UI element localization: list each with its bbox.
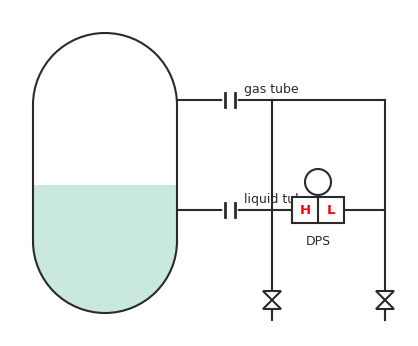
Bar bbox=[33, 185, 177, 241]
Text: gas tube: gas tube bbox=[244, 83, 298, 96]
Bar bbox=[292, 197, 344, 223]
Polygon shape bbox=[33, 241, 177, 313]
Polygon shape bbox=[263, 291, 281, 300]
Text: H: H bbox=[299, 203, 311, 217]
Text: L: L bbox=[327, 203, 335, 217]
Polygon shape bbox=[263, 300, 281, 309]
Text: liquid tube: liquid tube bbox=[244, 193, 311, 206]
Text: DPS: DPS bbox=[306, 235, 331, 248]
Polygon shape bbox=[376, 291, 394, 300]
Polygon shape bbox=[376, 300, 394, 309]
Circle shape bbox=[305, 169, 331, 195]
